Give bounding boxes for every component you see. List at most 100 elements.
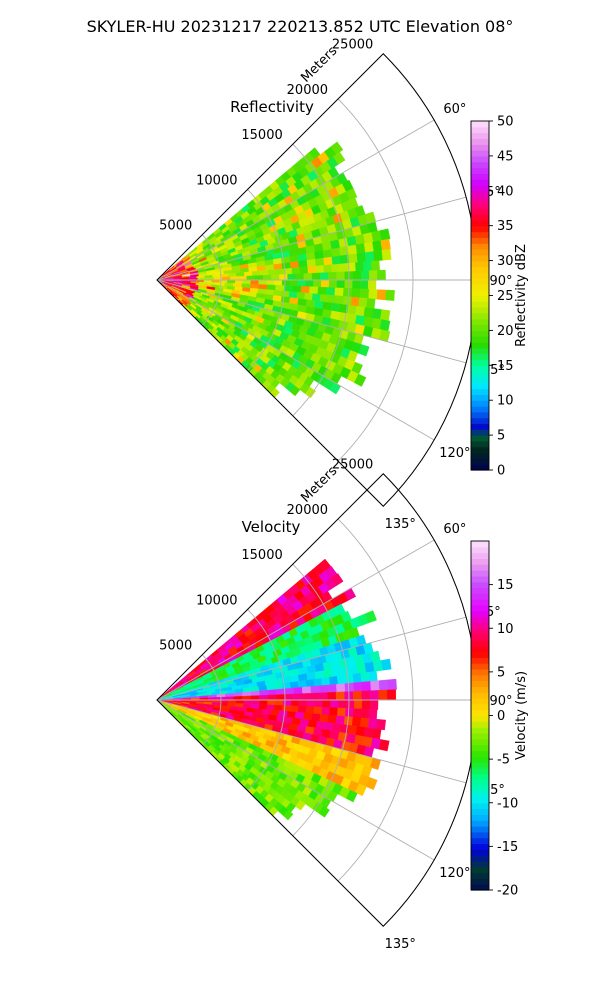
radar-gate bbox=[230, 276, 239, 281]
radar-gate bbox=[258, 685, 268, 692]
radar-gate bbox=[353, 681, 363, 692]
radar-gate bbox=[224, 696, 234, 701]
radar-gate bbox=[313, 678, 323, 687]
radar-gate bbox=[380, 238, 391, 251]
radar-gate bbox=[345, 789, 358, 803]
colorbar-segment bbox=[471, 150, 489, 157]
colorbar-segment bbox=[471, 791, 489, 798]
colorbar-segment bbox=[471, 732, 489, 740]
radar-gate bbox=[366, 298, 376, 309]
radar-gate bbox=[244, 271, 253, 277]
colorbar-segment bbox=[471, 785, 489, 792]
colorbar-segment bbox=[471, 423, 489, 430]
radar-gate bbox=[354, 783, 367, 797]
radar-gate bbox=[293, 687, 303, 695]
radar-gate bbox=[242, 279, 252, 285]
radar-gate bbox=[327, 691, 337, 701]
radar-gate bbox=[295, 273, 305, 281]
radar-gate bbox=[371, 308, 382, 320]
radar-gate bbox=[314, 257, 325, 267]
angle-tick-label: 135° bbox=[385, 937, 416, 952]
radar-gate bbox=[363, 241, 375, 253]
radar-gate bbox=[355, 261, 365, 272]
radar-gate bbox=[262, 274, 272, 281]
radar-gate bbox=[266, 704, 276, 711]
colorbar-segment bbox=[471, 458, 489, 465]
colorbar-segment bbox=[471, 400, 489, 407]
radar-gate bbox=[344, 708, 354, 718]
radar-gate bbox=[372, 240, 383, 252]
colorbar-segment bbox=[471, 814, 489, 821]
radar-gate bbox=[361, 699, 371, 710]
angle-tick-label: 120° bbox=[439, 866, 470, 881]
colorbar-segment bbox=[471, 167, 489, 174]
radar-gate bbox=[339, 263, 349, 273]
radar-gate bbox=[267, 694, 277, 701]
radar-gate bbox=[242, 695, 252, 701]
radar-gate bbox=[347, 244, 358, 255]
radar-gate bbox=[360, 270, 370, 281]
colorbar-tick-label: -20 bbox=[497, 884, 518, 899]
radar-gate bbox=[250, 695, 260, 701]
colorbar-segment bbox=[471, 674, 489, 682]
radar-gate bbox=[282, 705, 291, 712]
range-tick-label: 10000 bbox=[196, 593, 237, 608]
colorbar-segment bbox=[471, 826, 489, 833]
radar-gate bbox=[336, 279, 346, 289]
azimuth-spoke bbox=[156, 699, 435, 861]
radar-gate bbox=[319, 294, 329, 303]
colorbar-segment bbox=[471, 581, 489, 589]
radar-gate bbox=[250, 279, 259, 285]
radar-gate bbox=[311, 713, 321, 722]
radar-gate bbox=[378, 739, 390, 752]
colorbar-segment bbox=[471, 668, 489, 676]
azimuth-spoke bbox=[156, 616, 467, 701]
colorbar-segment bbox=[471, 336, 489, 343]
colorbar-segment bbox=[471, 634, 489, 641]
radar-gate bbox=[287, 273, 297, 281]
radar-gate bbox=[225, 693, 235, 698]
colorbar-segment bbox=[471, 219, 489, 227]
range-tick-label: 25000 bbox=[332, 38, 373, 53]
colorbar-segment bbox=[471, 266, 489, 273]
radar-gate bbox=[307, 265, 317, 274]
radar-gate bbox=[275, 284, 285, 292]
colorbar-segment bbox=[471, 738, 489, 746]
colorbar-tick-label: -15 bbox=[497, 840, 518, 855]
colorbar-segment bbox=[471, 411, 489, 419]
radar-gate bbox=[251, 699, 260, 705]
radar-gate bbox=[238, 275, 248, 281]
colorbar-tick-label: 0 bbox=[497, 709, 505, 724]
radar-gate bbox=[298, 673, 308, 682]
colorbar-segment bbox=[471, 144, 489, 151]
colorbar-segment bbox=[471, 231, 489, 238]
radar-field bbox=[156, 141, 395, 399]
radar-gate bbox=[275, 268, 285, 275]
radar-gate bbox=[327, 684, 338, 693]
colorbar-segment bbox=[471, 587, 489, 594]
radar-gate bbox=[306, 699, 316, 708]
radar-gate bbox=[220, 273, 229, 278]
radar-gate bbox=[303, 712, 313, 721]
radar-gate bbox=[281, 279, 291, 287]
radar-gate bbox=[273, 263, 283, 270]
range-tick-label: 5000 bbox=[159, 219, 192, 234]
colorbar-segment bbox=[471, 593, 489, 600]
radar-gate bbox=[318, 684, 329, 694]
colorbar-segment bbox=[471, 138, 489, 145]
radar-gate bbox=[283, 809, 294, 821]
azimuth-spoke bbox=[156, 279, 435, 441]
radar-gate bbox=[363, 261, 373, 272]
radar-gate bbox=[363, 307, 374, 319]
radar-gate bbox=[370, 650, 381, 663]
colorbar-segment bbox=[471, 121, 489, 128]
radar-gate bbox=[289, 681, 299, 689]
colorbar-segment bbox=[471, 278, 489, 285]
velocity-colorbar: -20 -15 -10 -5 0 5 10 15 Velocity (m/s) bbox=[470, 540, 529, 899]
colorbar-segment bbox=[471, 388, 489, 395]
colorbar-segment bbox=[471, 371, 489, 378]
radar-gate bbox=[385, 289, 395, 301]
colorbar-segment bbox=[471, 651, 489, 658]
radar-gate bbox=[380, 309, 391, 322]
radar-gate bbox=[371, 728, 382, 740]
